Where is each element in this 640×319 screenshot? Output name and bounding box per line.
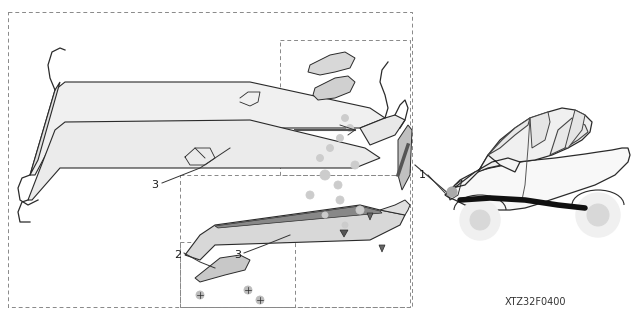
Text: 3: 3 (152, 180, 159, 190)
Circle shape (322, 212, 328, 218)
Polygon shape (488, 118, 530, 155)
Polygon shape (530, 112, 550, 148)
Circle shape (337, 135, 344, 142)
Polygon shape (313, 76, 355, 100)
Circle shape (351, 161, 359, 169)
Polygon shape (367, 213, 373, 220)
Polygon shape (565, 110, 585, 148)
Polygon shape (379, 245, 385, 252)
Circle shape (334, 181, 342, 189)
Polygon shape (478, 108, 592, 172)
Circle shape (460, 200, 500, 240)
Circle shape (346, 124, 353, 131)
Circle shape (317, 154, 323, 161)
Text: 3: 3 (234, 250, 241, 260)
Circle shape (356, 206, 364, 214)
Polygon shape (445, 148, 630, 210)
Polygon shape (550, 118, 588, 155)
Circle shape (447, 187, 457, 197)
Circle shape (587, 204, 609, 226)
Polygon shape (30, 82, 60, 175)
Polygon shape (445, 155, 520, 195)
Polygon shape (28, 120, 380, 200)
Circle shape (244, 286, 252, 294)
Circle shape (196, 291, 204, 299)
Polygon shape (215, 206, 382, 228)
Polygon shape (185, 205, 405, 260)
Circle shape (576, 193, 620, 237)
Polygon shape (380, 200, 410, 215)
Polygon shape (30, 82, 385, 175)
Text: XTZ32F0400: XTZ32F0400 (504, 297, 566, 307)
Circle shape (336, 196, 344, 204)
Circle shape (470, 210, 490, 230)
Polygon shape (308, 52, 355, 75)
Circle shape (320, 170, 330, 180)
Circle shape (326, 145, 333, 152)
Circle shape (256, 296, 264, 304)
Circle shape (342, 115, 349, 122)
Text: 1: 1 (419, 170, 426, 180)
Polygon shape (195, 255, 250, 282)
Circle shape (342, 222, 348, 228)
Polygon shape (340, 230, 348, 237)
Polygon shape (360, 115, 405, 145)
Circle shape (306, 191, 314, 199)
Polygon shape (398, 125, 412, 190)
Text: 2: 2 (175, 250, 182, 260)
